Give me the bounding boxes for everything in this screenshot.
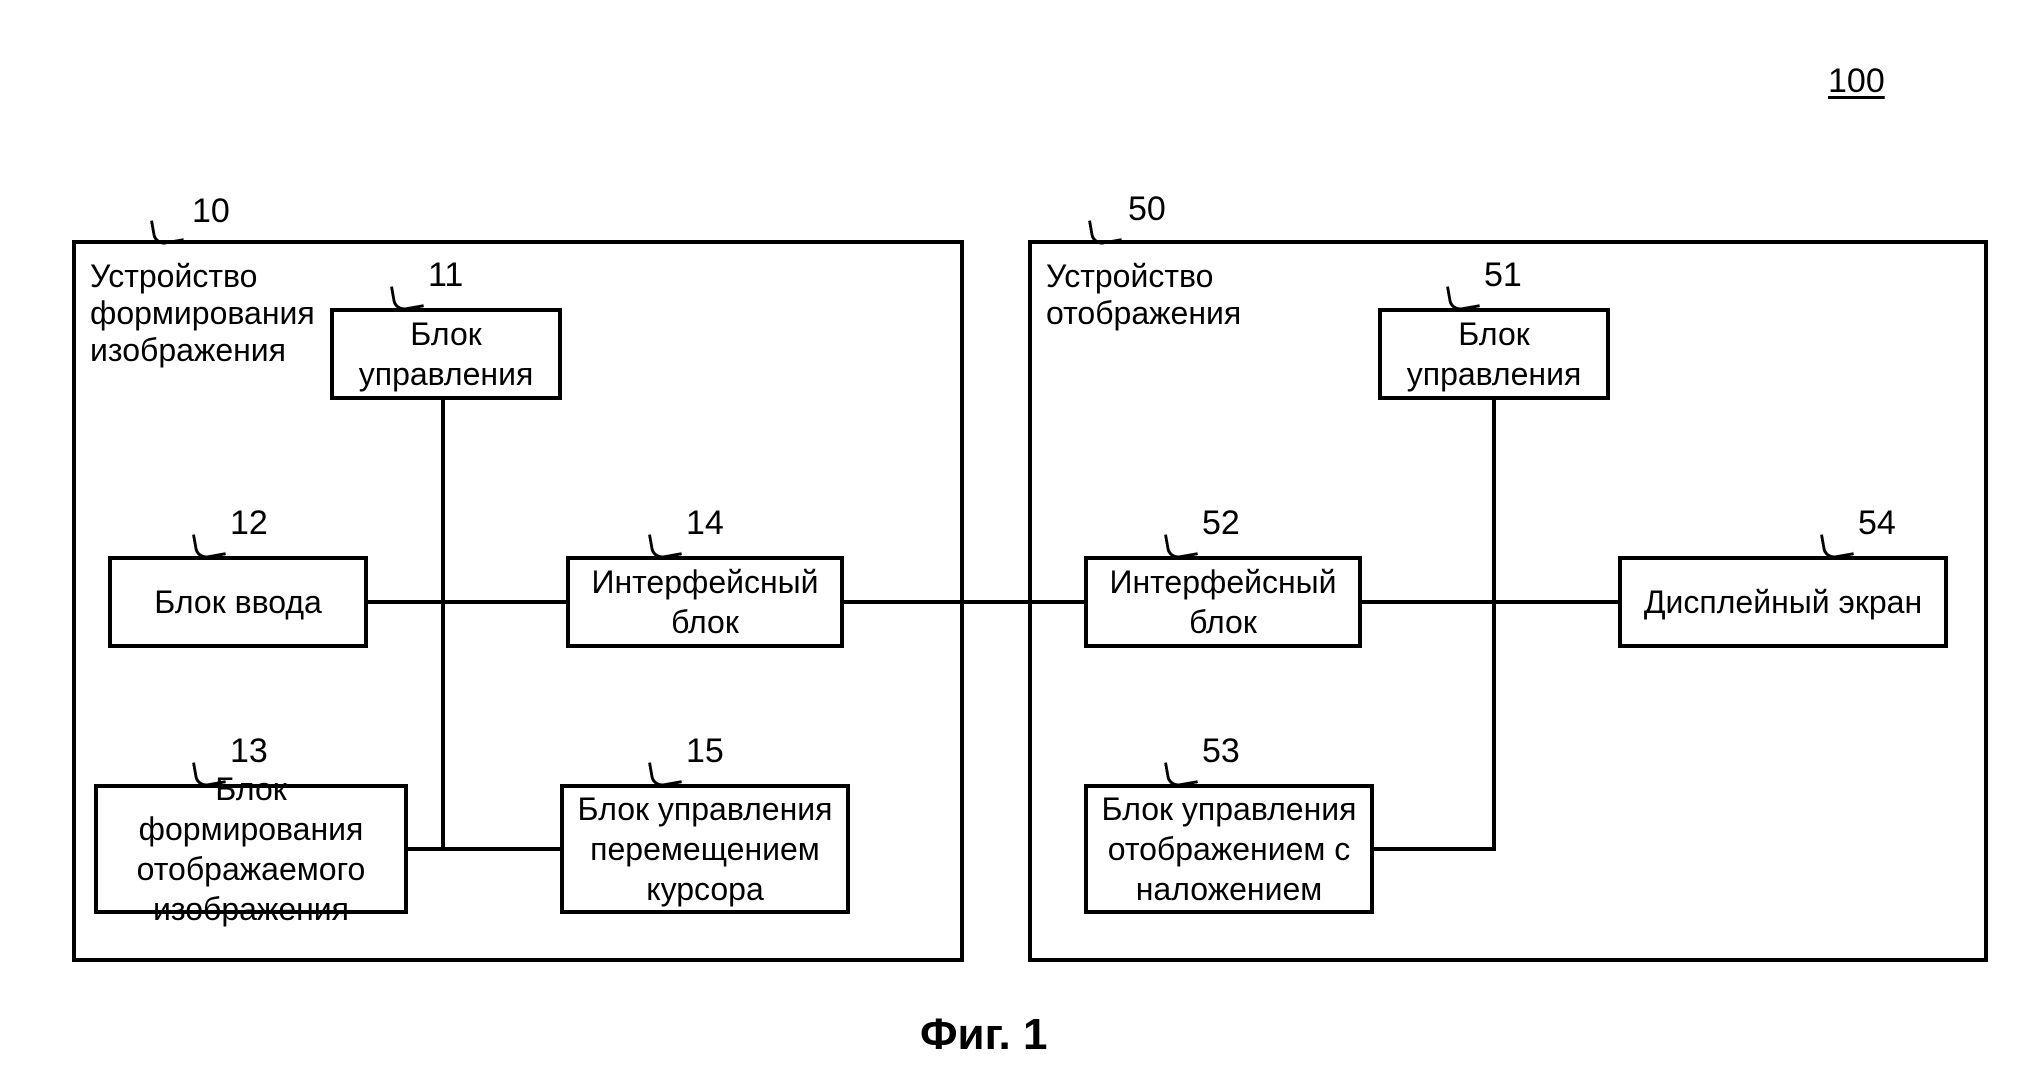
line-g10-bus-v	[441, 400, 445, 849]
group-10-ref: 10	[192, 192, 230, 231]
block-54: Дисплейный экран	[1618, 556, 1948, 648]
block-13: Блок формирования отображаемого изображе…	[94, 784, 408, 914]
line-b53-to-bus	[1374, 847, 1496, 851]
block-51: Блок управления	[1378, 308, 1610, 400]
block-11: Блок управления	[330, 308, 562, 400]
line-b14-to-b52	[844, 600, 1084, 604]
block-53: Блок управления отображением с наложение…	[1084, 784, 1374, 914]
line-b13-to-bus	[408, 847, 445, 851]
block-14: Интерфейсный блок	[566, 556, 844, 648]
block-15: Блок управления перемещением курсора	[560, 784, 850, 914]
line-bus-to-b15	[441, 847, 560, 851]
line-bus-to-b54	[1492, 600, 1618, 604]
block-13-ref: 13	[230, 732, 268, 771]
block-11-ref: 11	[428, 256, 463, 295]
group-50-title: Устройство отображения	[1046, 258, 1241, 332]
block-53-ref: 53	[1202, 732, 1240, 771]
block-52-ref: 52	[1202, 504, 1240, 543]
group-10-title: Устройство формирования изображения	[90, 258, 315, 369]
line-b12-to-bus	[368, 600, 445, 604]
block-54-ref: 54	[1858, 504, 1896, 543]
figure-caption: Фиг. 1	[920, 1010, 1047, 1060]
block-15-ref: 15	[686, 732, 724, 771]
line-g50-bus-v	[1492, 400, 1496, 849]
block-12-ref: 12	[230, 504, 268, 543]
block-14-ref: 14	[686, 504, 724, 543]
line-bus-to-b14	[441, 600, 566, 604]
block-12: Блок ввода	[108, 556, 368, 648]
line-b52-to-bus	[1362, 600, 1496, 604]
page-reference-100: 100	[1828, 62, 1885, 101]
group-50-ref: 50	[1128, 190, 1166, 229]
diagram-canvas: 100 Устройство формирования изображения …	[0, 0, 2043, 1087]
block-52: Интерфейсный блок	[1084, 556, 1362, 648]
block-51-ref: 51	[1484, 256, 1522, 295]
